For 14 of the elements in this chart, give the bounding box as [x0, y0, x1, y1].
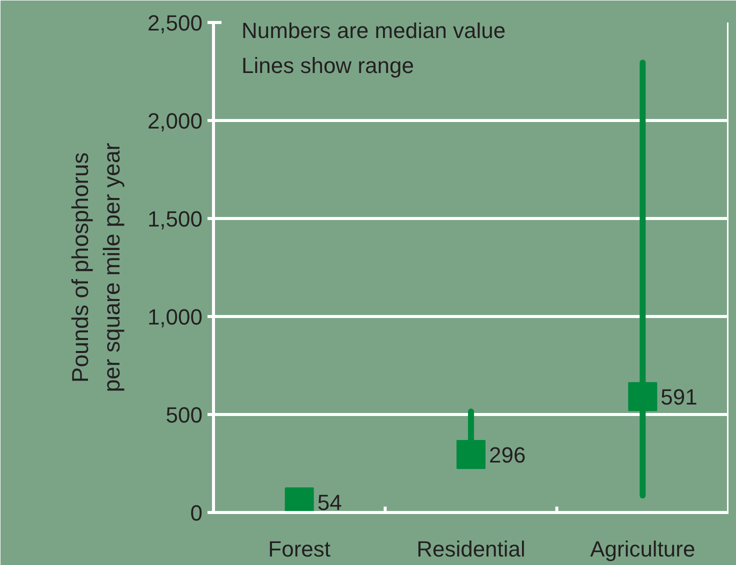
x-tick-label: Forest	[268, 536, 331, 562]
x-tick-label: Residential	[416, 536, 526, 562]
y-tick-label: 1,500	[147, 206, 203, 232]
y-tick-label: 0	[190, 500, 203, 526]
y-tick-label: 2,000	[147, 108, 203, 134]
y-tick-label: 500	[166, 402, 203, 428]
y-tick-label: 1,000	[147, 304, 203, 330]
data-label: 591	[660, 384, 698, 410]
y-tick-label: 2,500	[147, 10, 203, 36]
data-label: 54	[317, 490, 342, 515]
annotation: Lines show range	[242, 53, 414, 78]
data-label: 296	[489, 442, 526, 468]
y-axis-title: Pounds of phosphorus per square mile per year	[67, 142, 124, 392]
x-tick-label: Agriculture	[590, 536, 696, 562]
